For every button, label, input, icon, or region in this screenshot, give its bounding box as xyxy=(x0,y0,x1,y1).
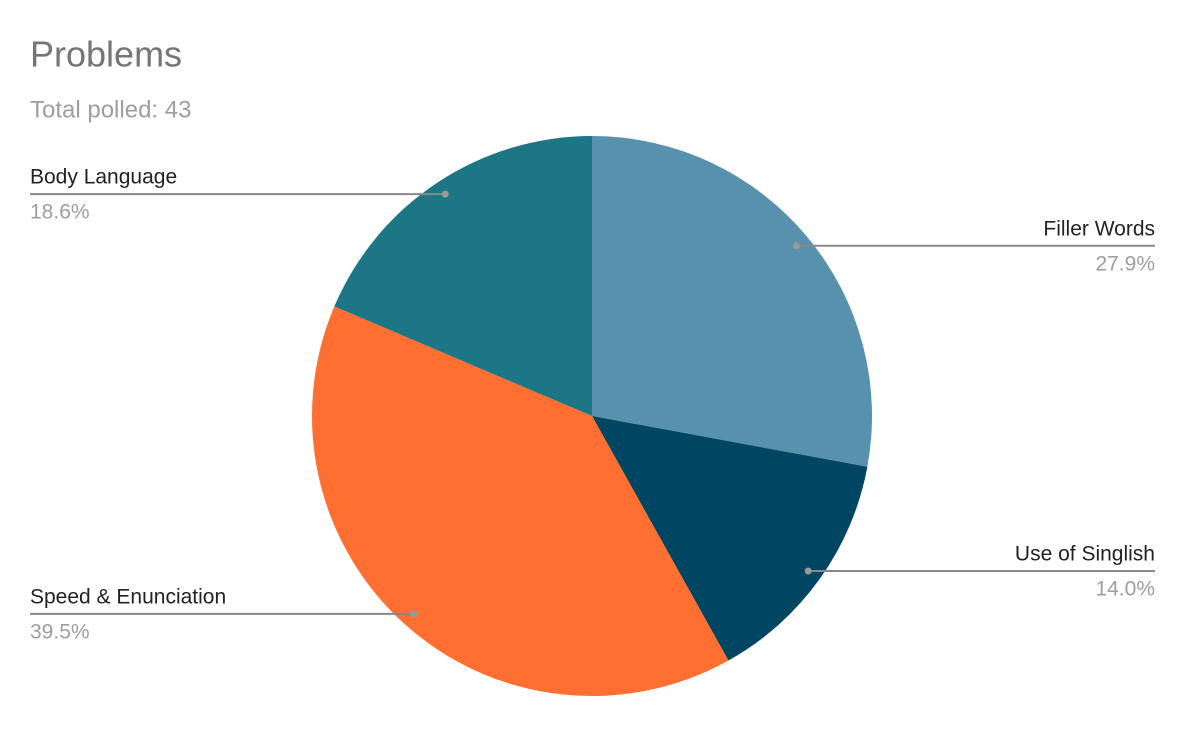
pie-slice xyxy=(312,306,729,697)
pie-slice xyxy=(334,136,592,416)
slice-value-label: 39.5% xyxy=(30,620,90,643)
slice-value-label: 27.9% xyxy=(1095,252,1155,275)
slice-label: Filler Words xyxy=(1043,217,1155,240)
slice-value-label: 18.6% xyxy=(30,201,90,224)
slice-label: Body Language xyxy=(30,166,177,189)
slice-label: Speed & Enunciation xyxy=(30,585,226,608)
leader-dot xyxy=(804,567,812,575)
chart-subtitle: Total polled: 43 xyxy=(30,96,191,123)
leader-dot xyxy=(792,242,800,250)
slice-label: Use of Singlish xyxy=(1015,543,1155,566)
pie-slice xyxy=(592,136,872,467)
leader-dot xyxy=(410,610,418,618)
chart-title: Problems xyxy=(30,34,182,75)
pie-slice xyxy=(592,416,868,661)
leader-dot xyxy=(441,190,449,198)
slice-value-label: 14.0% xyxy=(1095,578,1155,601)
